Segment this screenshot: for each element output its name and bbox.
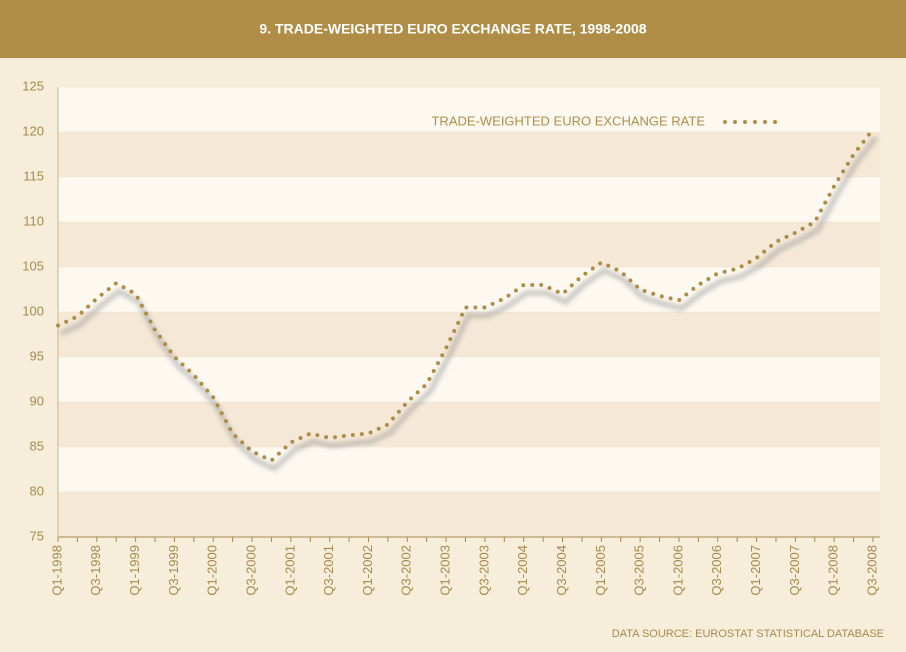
x-tick-label: Q1-1998: [49, 545, 64, 596]
y-tick-label: 75: [30, 528, 44, 543]
y-tick-label: 110: [23, 213, 44, 228]
grid-band: [58, 492, 880, 537]
legend-label: TRADE-WEIGHTED EURO EXCHANGE RATE: [431, 113, 705, 128]
x-tick-label: Q3-2005: [632, 545, 647, 596]
y-tick-label: 95: [30, 348, 44, 363]
x-tick-label: Q3-2002: [399, 545, 414, 596]
plot-area: 75 80 85 90 95 100 105 110 115 120 125 Q1-1998 Q3-19…: [22, 78, 880, 596]
grid-band: [58, 87, 880, 132]
x-tick-label: Q1-2004: [515, 545, 530, 596]
x-tick-label: Q3-2001: [321, 545, 336, 596]
x-tick-label: Q1-2003: [438, 545, 453, 596]
grid-band: [58, 177, 880, 222]
x-tick-label: Q1-2000: [205, 545, 220, 596]
x-tick-label: Q1-2001: [282, 545, 297, 596]
x-tick-label: Q3-1998: [88, 545, 103, 596]
x-tick-label: Q3-2000: [243, 545, 258, 596]
x-tick-label: Q3-2004: [554, 545, 569, 596]
y-tick-label: 100: [22, 303, 44, 318]
x-tick-label: Q3-2006: [709, 545, 724, 596]
y-tick-label: 105: [22, 258, 44, 273]
y-tick-label: 115: [23, 168, 44, 183]
grid-band: [58, 447, 880, 492]
x-tick-label: Q3-2003: [476, 545, 491, 596]
source-note: DATA SOURCE: EUROSTAT STATISTICAL DATABA…: [612, 628, 884, 640]
y-tick-label: 85: [30, 438, 44, 453]
x-tick-label: Q1-2002: [360, 545, 375, 596]
grid-band: [58, 402, 880, 447]
x-tick-label: Q1-2006: [670, 545, 685, 596]
line-shadow: [59, 135, 878, 472]
x-tick-label: Q1-1999: [127, 545, 142, 596]
y-tick-label: 90: [30, 393, 44, 408]
y-tick-label: 80: [30, 483, 44, 498]
x-tick-label: Q1-2008: [826, 545, 841, 596]
x-tick-label: Q1-2007: [748, 545, 763, 596]
series-line: [56, 127, 875, 463]
x-tick-label: Q3-1999: [166, 545, 181, 596]
grid-band: [58, 267, 880, 312]
header-band: [0, 0, 906, 58]
y-tick-label: 120: [22, 123, 44, 138]
x-tick-label: Q1-2005: [593, 545, 608, 596]
grid-band: [58, 132, 880, 177]
chart-title: 9. TRADE-WEIGHTED EURO EXCHANGE RATE, 19…: [259, 21, 646, 37]
grid-band: [58, 222, 880, 267]
y-tick-label: 125: [22, 78, 44, 93]
x-tick-label: Q3-2008: [864, 545, 879, 596]
x-tick-label: Q3-2007: [787, 545, 802, 596]
